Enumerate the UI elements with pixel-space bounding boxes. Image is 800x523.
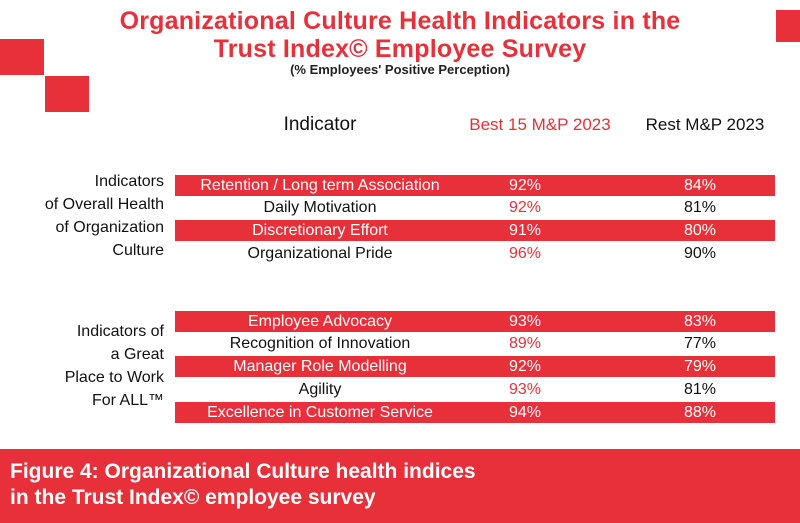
group-label-overall-health: Indicators of Overall Health of Organiza… [45,170,164,262]
rest-value-cell: 88% [683,404,717,421]
column-header-best: Best 15 M&P 2023 [469,115,611,134]
best-value-cell: 89% [508,335,542,352]
rest-value-cell: 80% [683,222,717,239]
caption-line-2: in the Trust Index© employee survey [10,486,376,509]
table-row: Discretionary Effort 91% 80% [175,220,775,241]
indicator-cell: Manager Role Modelling [233,358,407,375]
best-value-cell: 94% [508,404,542,421]
decorative-square-left-top [0,39,44,75]
table-row: Daily Motivation 92% 81% [175,197,775,218]
rest-value-cell: 81% [683,199,717,216]
table-row: Employee Advocacy 93% 83% [175,311,775,332]
group-label-line: a Great [110,346,164,363]
table-row: Recognition of Innovation 89% 77% [175,333,775,354]
table-row: Agility 93% 81% [175,379,775,400]
rest-value-cell: 83% [683,313,717,330]
subtitle: (% Employees' Positive Perception) [290,62,510,77]
indicator-cell: Agility [298,381,342,398]
column-header-indicator: Indicator [283,114,357,135]
indicator-cell: Retention / Long term Association [200,177,440,194]
figure-caption: Figure 4: Organizational Culture health … [0,449,800,523]
table-row: Organizational Pride 96% 90% [175,243,775,264]
rest-value-cell: 81% [683,381,717,398]
group-label-line: Culture [112,242,164,259]
indicator-cell: Daily Motivation [263,199,377,216]
rest-value-cell: 90% [683,245,717,262]
indicator-cell: Excellence in Customer Service [207,404,433,421]
best-value-cell: 96% [508,245,542,262]
rest-value-cell: 79% [683,358,717,375]
title-line-1: Organizational Culture Health Indicators… [119,7,681,35]
group-label-line: Indicators [94,173,164,190]
indicator-cell: Organizational Pride [247,245,393,262]
title-line-2: Trust Index© Employee Survey [213,35,587,63]
group-label-line: Place to Work [64,369,164,386]
indicator-cell: Recognition of Innovation [229,335,411,352]
best-value-cell: 93% [508,313,542,330]
indicator-cell: Discretionary Effort [252,222,388,239]
column-header-rest: Rest M&P 2023 [645,115,765,134]
table-row: Manager Role Modelling 92% 79% [175,356,775,377]
best-value-cell: 92% [508,358,542,375]
caption-line-1: Figure 4: Organizational Culture health … [10,460,476,483]
group-label-line: For ALL™ [91,392,164,409]
group-label-line: of Overall Health [44,196,164,213]
indicator-cell: Employee Advocacy [247,313,393,330]
table-row: Excellence in Customer Service 94% 88% [175,402,775,423]
decorative-square-left-bottom [45,76,89,112]
rest-value-cell: 77% [683,335,717,352]
rest-value-cell: 84% [683,177,717,194]
group-label-line: Indicators of [76,323,164,340]
best-value-cell: 92% [508,177,542,194]
group-label-great-place-to-work: Indicators of a Great Place to Work For … [65,320,164,412]
group-label-line: of Organization [55,219,164,236]
table-row: Retention / Long term Association 92% 84… [175,175,775,196]
best-value-cell: 91% [508,222,542,239]
decorative-square-right [776,10,800,42]
best-value-cell: 93% [508,381,542,398]
best-value-cell: 92% [508,199,542,216]
